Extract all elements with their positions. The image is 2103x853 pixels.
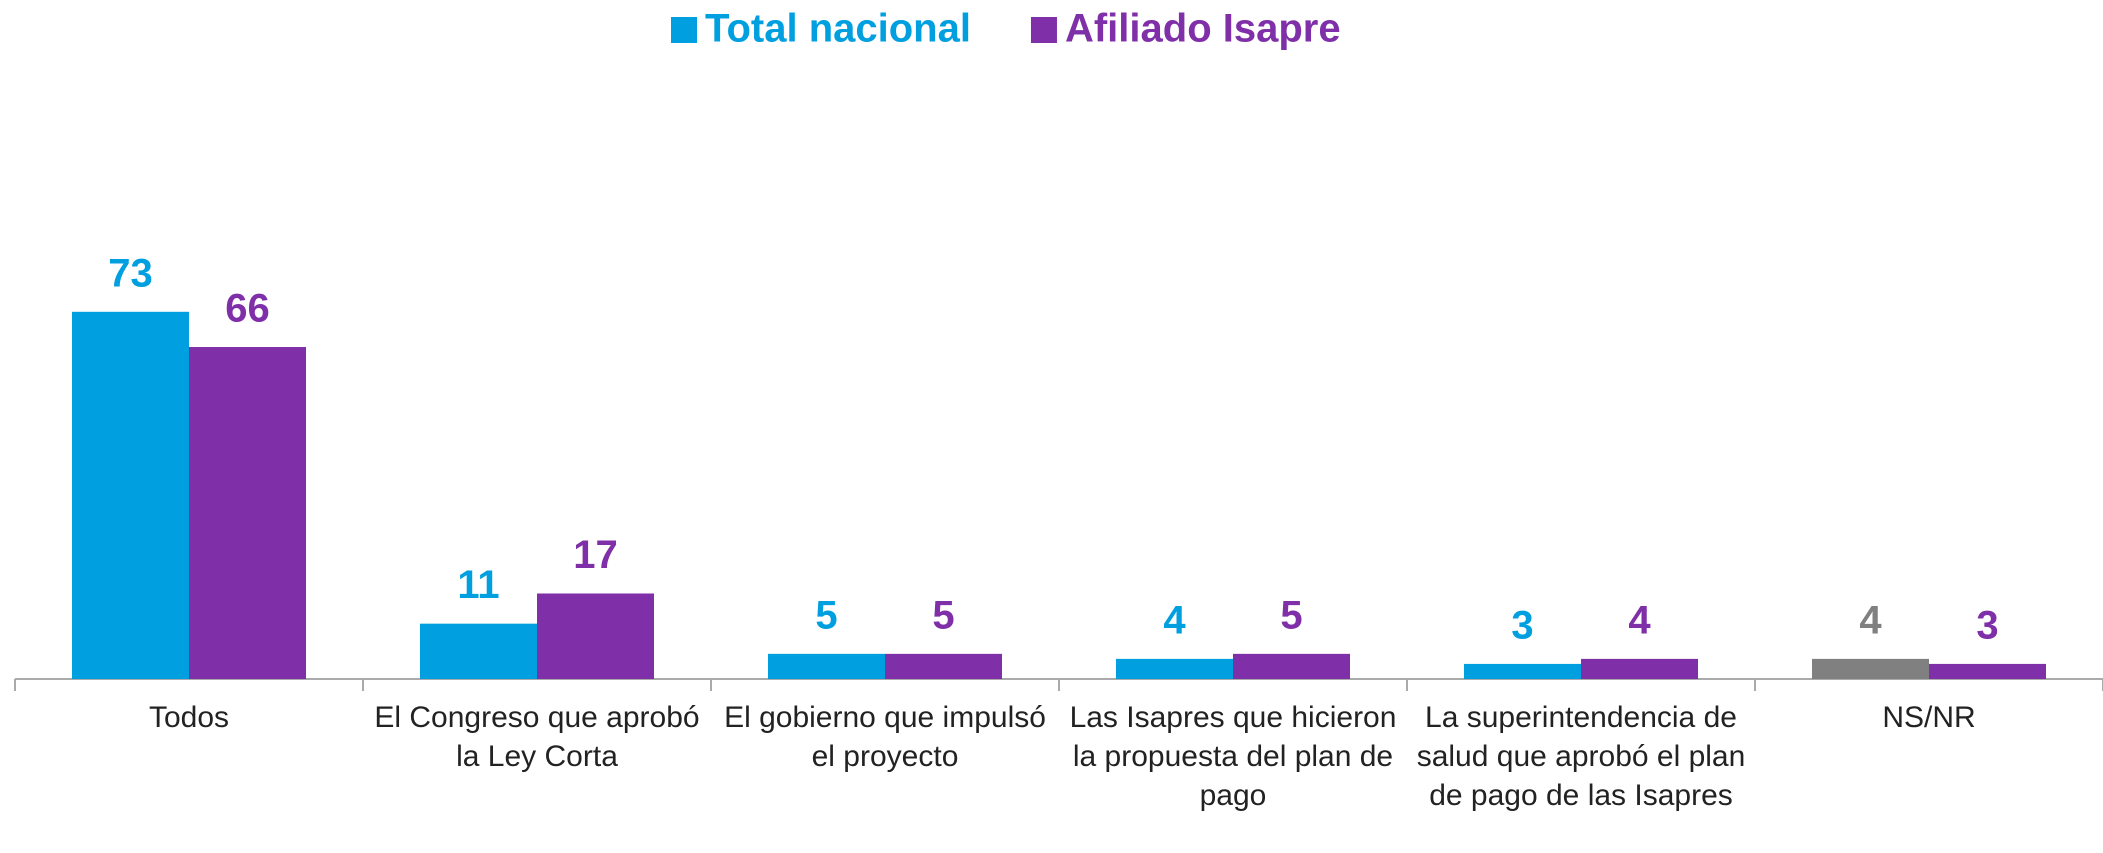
legend-swatch	[671, 17, 697, 43]
legend-label: Total nacional	[705, 7, 971, 51]
x-tick-label: El gobierno que impulsó el proyecto	[724, 701, 1046, 773]
value-label: 73	[108, 251, 153, 295]
value-label: 3	[1976, 603, 1998, 647]
value-label: 5	[1280, 593, 1302, 637]
x-tick-label: Todos	[149, 701, 229, 734]
value-label: 5	[932, 593, 954, 637]
bar	[1233, 653, 1350, 679]
legend-swatch	[1030, 17, 1057, 43]
bar	[537, 593, 654, 679]
x-tick-label: El Congreso que aprobó la Ley Corta	[374, 701, 699, 773]
value-label: 66	[225, 287, 270, 331]
bar	[72, 311, 189, 679]
bar	[885, 653, 1002, 679]
x-tick-label: La superintendencia de salud que aprobó e…	[1417, 701, 1746, 812]
bar	[189, 347, 306, 679]
bar	[1812, 658, 1929, 679]
x-tick-label: NS/NR	[1882, 701, 1975, 734]
bar	[420, 623, 537, 679]
value-label: 4	[1163, 598, 1186, 642]
bar	[1929, 663, 2046, 679]
value-label: 4	[1859, 598, 1882, 642]
bar	[1581, 658, 1698, 679]
value-label: 11	[457, 563, 499, 607]
bar	[1116, 658, 1233, 679]
value-label: 4	[1628, 598, 1651, 642]
x-tick-label: Las Isapres que hicieron la propuesta del…	[1070, 701, 1397, 812]
value-label: 5	[815, 593, 837, 637]
value-label: 17	[573, 533, 618, 577]
value-label: 3	[1511, 603, 1533, 647]
legend-label: Afiliado Isapre	[1065, 7, 1341, 51]
bar	[1464, 663, 1581, 679]
bar	[768, 653, 885, 679]
